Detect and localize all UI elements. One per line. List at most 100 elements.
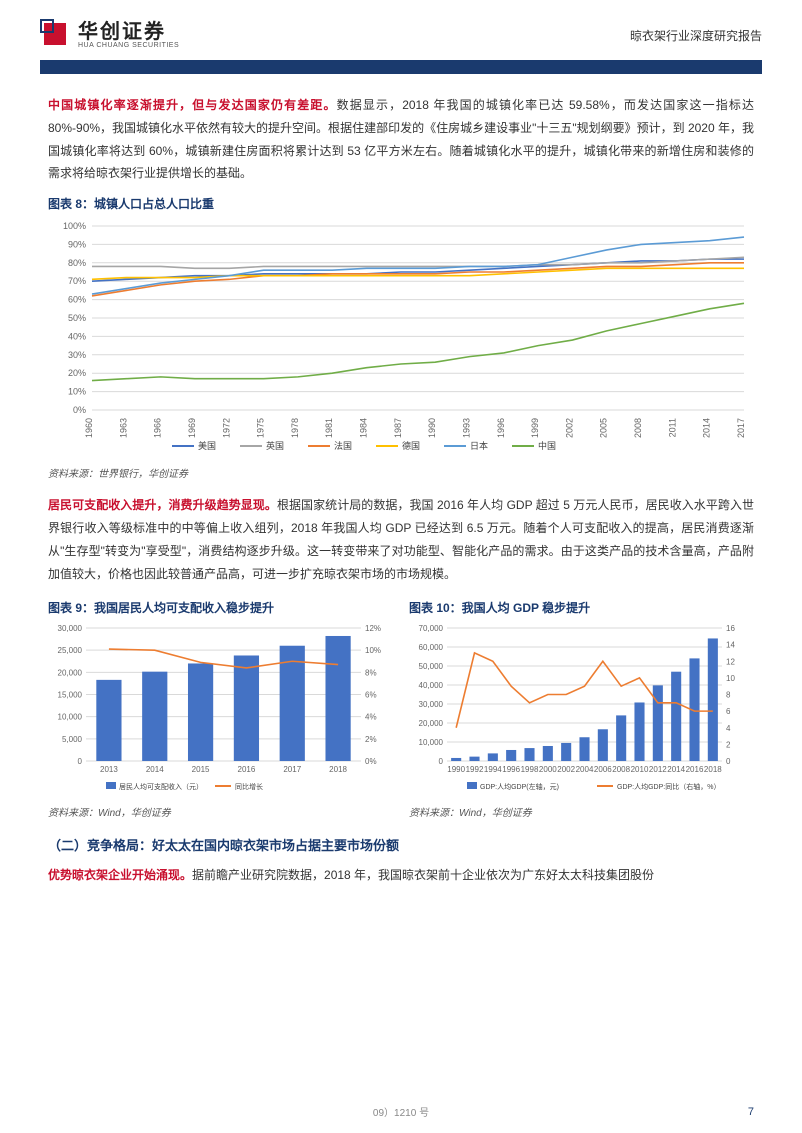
svg-text:2014: 2014 [702, 418, 712, 438]
svg-text:12%: 12% [365, 624, 381, 633]
svg-text:1963: 1963 [118, 418, 128, 438]
paragraph-3: 优势晾衣架企业开始涌现。据前瞻产业研究院数据，2018 年，我国晾衣架前十企业依… [48, 864, 754, 887]
svg-text:中国: 中国 [538, 440, 556, 451]
svg-text:30%: 30% [68, 350, 86, 360]
svg-text:2010: 2010 [631, 765, 649, 774]
svg-text:2011: 2011 [667, 418, 677, 437]
svg-text:2000: 2000 [539, 765, 557, 774]
svg-text:GDP:人均GDP:同比（右轴，%）: GDP:人均GDP:同比（右轴，%） [617, 782, 720, 791]
para2-lead: 居民可支配收入提升，消费升级趋势显现。 [48, 498, 277, 512]
page-footer: 09）1210 号 7 [0, 1104, 802, 1119]
svg-text:1981: 1981 [324, 418, 334, 438]
svg-text:2017: 2017 [736, 418, 746, 438]
svg-text:1996: 1996 [502, 765, 520, 774]
svg-text:60,000: 60,000 [419, 643, 444, 652]
logo-en: HUA CHUANG SECURITIES [78, 42, 179, 49]
report-title: 晾衣架行业深度研究报告 [630, 27, 762, 44]
svg-text:美国: 美国 [198, 440, 216, 451]
logo-cn: 华创证券 [78, 22, 179, 42]
svg-text:40%: 40% [68, 332, 86, 342]
svg-text:2005: 2005 [599, 418, 609, 438]
svg-text:2017: 2017 [283, 765, 301, 774]
chart9-source: 资料来源：Wind，华创证券 [48, 804, 393, 819]
svg-text:同比增长: 同比增长 [235, 782, 263, 791]
svg-text:16: 16 [726, 624, 735, 633]
svg-text:0%: 0% [365, 757, 377, 766]
svg-text:2008: 2008 [612, 765, 630, 774]
svg-text:70,000: 70,000 [419, 624, 444, 633]
svg-text:1984: 1984 [359, 418, 369, 438]
svg-text:20,000: 20,000 [419, 719, 444, 728]
svg-text:20%: 20% [68, 368, 86, 378]
paragraph-1: 中国城镇化率逐渐提升，但与发达国家仍有差距。数据显示，2018 年我国的城镇化率… [48, 94, 754, 185]
svg-text:1960: 1960 [84, 418, 94, 438]
svg-text:30,000: 30,000 [58, 624, 83, 633]
svg-text:0: 0 [78, 757, 83, 766]
svg-text:法国: 法国 [334, 440, 352, 451]
svg-text:100%: 100% [63, 221, 86, 231]
svg-text:1994: 1994 [484, 765, 502, 774]
svg-text:10,000: 10,000 [58, 713, 83, 722]
svg-text:4: 4 [726, 724, 731, 733]
chart10-source: 资料来源：Wind，华创证券 [409, 804, 754, 819]
svg-text:2016: 2016 [686, 765, 704, 774]
svg-text:1993: 1993 [461, 418, 471, 438]
svg-text:70%: 70% [68, 276, 86, 286]
svg-text:10%: 10% [68, 387, 86, 397]
chart10-title: 图表 10：我国人均 GDP 稳步提升 [409, 599, 754, 616]
svg-text:1990: 1990 [427, 418, 437, 438]
svg-text:8%: 8% [365, 669, 377, 678]
svg-text:10%: 10% [365, 647, 381, 656]
svg-text:0: 0 [726, 757, 731, 766]
svg-text:2006: 2006 [594, 765, 612, 774]
svg-text:德国: 德国 [402, 440, 420, 451]
svg-text:2018: 2018 [329, 765, 347, 774]
svg-text:50,000: 50,000 [419, 662, 444, 671]
svg-text:1990: 1990 [447, 765, 465, 774]
svg-text:6: 6 [726, 708, 731, 717]
svg-text:GDP:人均GDP(左轴，元): GDP:人均GDP(左轴，元) [480, 782, 559, 791]
svg-text:0%: 0% [73, 405, 86, 415]
svg-text:2014: 2014 [667, 765, 685, 774]
svg-text:80%: 80% [68, 258, 86, 268]
svg-text:14: 14 [726, 641, 735, 650]
svg-text:1998: 1998 [521, 765, 539, 774]
chart8: 0% 10% 20% 30% 40% 50% 60% 70% 80% 90% 100% 1960 196… [48, 218, 754, 458]
svg-text:12: 12 [726, 658, 735, 667]
svg-text:50%: 50% [68, 313, 86, 323]
para3-lead: 优势晾衣架企业开始涌现。 [48, 868, 192, 882]
svg-text:90%: 90% [68, 240, 86, 250]
svg-text:0: 0 [439, 757, 444, 766]
chart8-source: 资料来源：世界银行，华创证券 [48, 465, 754, 480]
chart9-title: 图表 9：我国居民人均可支配收入稳步提升 [48, 599, 393, 616]
page-number: 7 [748, 1106, 754, 1118]
svg-text:5,000: 5,000 [62, 735, 83, 744]
svg-text:2004: 2004 [576, 765, 594, 774]
svg-text:8: 8 [726, 691, 731, 700]
svg-text:2002: 2002 [564, 418, 574, 438]
svg-text:1969: 1969 [187, 418, 197, 438]
paragraph-2: 居民可支配收入提升，消费升级趋势显现。根据国家统计局的数据，我国 2016 年人… [48, 494, 754, 585]
svg-text:日本: 日本 [470, 440, 488, 451]
svg-text:20,000: 20,000 [58, 669, 83, 678]
svg-text:25,000: 25,000 [58, 647, 83, 656]
section-2-heading: （二）竞争格局：好太太在国内晾衣架市场占据主要市场份额 [48, 835, 754, 854]
svg-text:2: 2 [726, 741, 731, 750]
page-header: 华创证券 HUA CHUANG SECURITIES 晾衣架行业深度研究报告 [0, 0, 802, 60]
svg-text:2014: 2014 [146, 765, 164, 774]
svg-text:居民人均可支配收入（元）: 居民人均可支配收入（元） [119, 782, 203, 791]
svg-text:2013: 2013 [100, 765, 118, 774]
chart9: 05,00010,00015,00020,00025,00030,0000%2%… [48, 622, 393, 797]
svg-text:1996: 1996 [496, 418, 506, 438]
svg-text:60%: 60% [68, 295, 86, 305]
footer-code: 09）1210 号 [373, 1104, 429, 1119]
svg-text:1966: 1966 [153, 418, 163, 438]
svg-text:2016: 2016 [238, 765, 256, 774]
svg-text:1992: 1992 [466, 765, 484, 774]
chart8-title: 图表 8：城镇人口占总人口比重 [48, 195, 754, 212]
svg-text:40,000: 40,000 [419, 681, 444, 690]
svg-text:2008: 2008 [633, 418, 643, 438]
svg-text:1972: 1972 [221, 418, 231, 438]
svg-text:4%: 4% [365, 713, 377, 722]
svg-text:1978: 1978 [290, 418, 300, 438]
